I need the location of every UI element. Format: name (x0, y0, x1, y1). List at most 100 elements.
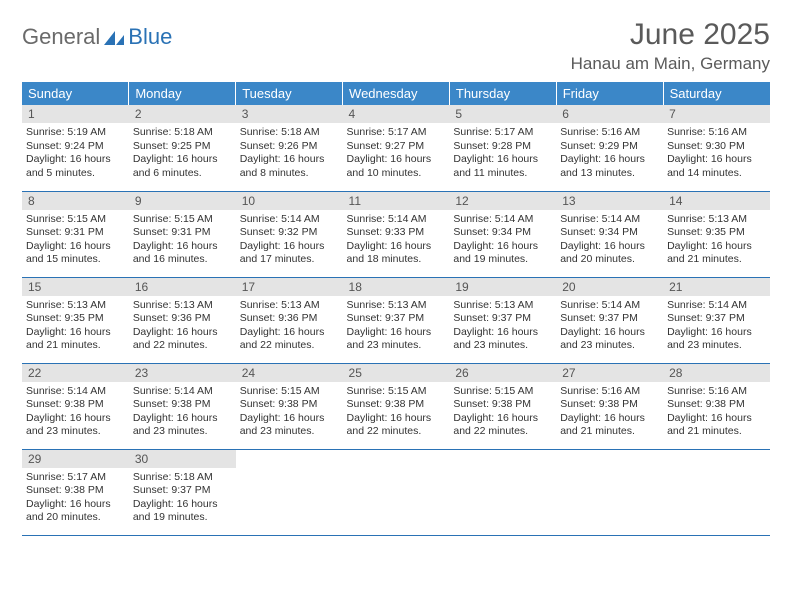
weekday-header-row: Sunday Monday Tuesday Wednesday Thursday… (22, 82, 770, 105)
sunset-line: Sunset: 9:26 PM (240, 140, 339, 154)
sunset-line: Sunset: 9:36 PM (133, 312, 232, 326)
day-details: Sunrise: 5:18 AMSunset: 9:37 PMDaylight:… (129, 468, 236, 530)
sunrise-line: Sunrise: 5:14 AM (453, 213, 552, 227)
day-details: Sunrise: 5:16 AMSunset: 9:30 PMDaylight:… (663, 123, 770, 185)
day-number: 22 (22, 364, 129, 382)
sunset-line: Sunset: 9:32 PM (240, 226, 339, 240)
calendar-row: 22Sunrise: 5:14 AMSunset: 9:38 PMDayligh… (22, 363, 770, 449)
title-block: June 2025 Hanau am Main, Germany (571, 18, 770, 74)
day-details: Sunrise: 5:18 AMSunset: 9:25 PMDaylight:… (129, 123, 236, 185)
day-number: 9 (129, 192, 236, 210)
sunset-line: Sunset: 9:37 PM (560, 312, 659, 326)
day-number: 20 (556, 278, 663, 296)
calendar-cell: 15Sunrise: 5:13 AMSunset: 9:35 PMDayligh… (22, 277, 129, 363)
day-details: Sunrise: 5:15 AMSunset: 9:38 PMDaylight:… (343, 382, 450, 444)
calendar-cell: 6Sunrise: 5:16 AMSunset: 9:29 PMDaylight… (556, 105, 663, 191)
sunrise-line: Sunrise: 5:14 AM (133, 385, 232, 399)
daylight-line: Daylight: 16 hours and 22 minutes. (453, 412, 552, 439)
day-number: 23 (129, 364, 236, 382)
calendar-cell (449, 449, 556, 535)
calendar-cell: 30Sunrise: 5:18 AMSunset: 9:37 PMDayligh… (129, 449, 236, 535)
day-details: Sunrise: 5:18 AMSunset: 9:26 PMDaylight:… (236, 123, 343, 185)
calendar-cell: 29Sunrise: 5:17 AMSunset: 9:38 PMDayligh… (22, 449, 129, 535)
sunrise-line: Sunrise: 5:14 AM (347, 213, 446, 227)
calendar-body: 1Sunrise: 5:19 AMSunset: 9:24 PMDaylight… (22, 105, 770, 535)
calendar-cell: 23Sunrise: 5:14 AMSunset: 9:38 PMDayligh… (129, 363, 236, 449)
sunset-line: Sunset: 9:31 PM (26, 226, 125, 240)
sunset-line: Sunset: 9:38 PM (133, 398, 232, 412)
day-details: Sunrise: 5:16 AMSunset: 9:38 PMDaylight:… (663, 382, 770, 444)
header: General Blue June 2025 Hanau am Main, Ge… (22, 18, 770, 74)
calendar-table: Sunday Monday Tuesday Wednesday Thursday… (22, 82, 770, 536)
daylight-line: Daylight: 16 hours and 23 minutes. (667, 326, 766, 353)
daylight-line: Daylight: 16 hours and 22 minutes. (240, 326, 339, 353)
logo-sail-icon (104, 30, 126, 46)
weekday-header: Wednesday (343, 82, 450, 105)
calendar-cell: 16Sunrise: 5:13 AMSunset: 9:36 PMDayligh… (129, 277, 236, 363)
daylight-line: Daylight: 16 hours and 23 minutes. (26, 412, 125, 439)
logo-text-general: General (22, 24, 100, 50)
calendar-cell: 9Sunrise: 5:15 AMSunset: 9:31 PMDaylight… (129, 191, 236, 277)
sunrise-line: Sunrise: 5:13 AM (347, 299, 446, 313)
sunset-line: Sunset: 9:36 PM (240, 312, 339, 326)
calendar-cell: 10Sunrise: 5:14 AMSunset: 9:32 PMDayligh… (236, 191, 343, 277)
day-details: Sunrise: 5:14 AMSunset: 9:38 PMDaylight:… (22, 382, 129, 444)
day-number: 29 (22, 450, 129, 468)
calendar-row: 29Sunrise: 5:17 AMSunset: 9:38 PMDayligh… (22, 449, 770, 535)
sunrise-line: Sunrise: 5:16 AM (560, 385, 659, 399)
sunset-line: Sunset: 9:37 PM (667, 312, 766, 326)
sunrise-line: Sunrise: 5:18 AM (133, 471, 232, 485)
daylight-line: Daylight: 16 hours and 22 minutes. (347, 412, 446, 439)
weekday-header: Saturday (663, 82, 770, 105)
day-number: 24 (236, 364, 343, 382)
sunrise-line: Sunrise: 5:15 AM (347, 385, 446, 399)
sunrise-line: Sunrise: 5:14 AM (560, 299, 659, 313)
calendar-cell: 12Sunrise: 5:14 AMSunset: 9:34 PMDayligh… (449, 191, 556, 277)
day-number: 18 (343, 278, 450, 296)
day-number: 17 (236, 278, 343, 296)
day-details: Sunrise: 5:16 AMSunset: 9:38 PMDaylight:… (556, 382, 663, 444)
day-number: 19 (449, 278, 556, 296)
day-number: 8 (22, 192, 129, 210)
calendar-cell (663, 449, 770, 535)
sunrise-line: Sunrise: 5:13 AM (26, 299, 125, 313)
logo-text-blue: Blue (128, 24, 172, 50)
calendar-cell: 27Sunrise: 5:16 AMSunset: 9:38 PMDayligh… (556, 363, 663, 449)
day-number: 6 (556, 105, 663, 123)
calendar-cell: 24Sunrise: 5:15 AMSunset: 9:38 PMDayligh… (236, 363, 343, 449)
day-number: 1 (22, 105, 129, 123)
weekday-header: Tuesday (236, 82, 343, 105)
day-details: Sunrise: 5:16 AMSunset: 9:29 PMDaylight:… (556, 123, 663, 185)
sunset-line: Sunset: 9:38 PM (26, 398, 125, 412)
day-details: Sunrise: 5:14 AMSunset: 9:34 PMDaylight:… (556, 210, 663, 272)
daylight-line: Daylight: 16 hours and 21 minutes. (26, 326, 125, 353)
day-number: 25 (343, 364, 450, 382)
sunrise-line: Sunrise: 5:16 AM (560, 126, 659, 140)
calendar-cell: 7Sunrise: 5:16 AMSunset: 9:30 PMDaylight… (663, 105, 770, 191)
sunset-line: Sunset: 9:38 PM (347, 398, 446, 412)
day-details: Sunrise: 5:15 AMSunset: 9:38 PMDaylight:… (449, 382, 556, 444)
sunrise-line: Sunrise: 5:18 AM (240, 126, 339, 140)
sunrise-line: Sunrise: 5:15 AM (26, 213, 125, 227)
day-number: 21 (663, 278, 770, 296)
daylight-line: Daylight: 16 hours and 23 minutes. (453, 326, 552, 353)
day-details: Sunrise: 5:14 AMSunset: 9:34 PMDaylight:… (449, 210, 556, 272)
calendar-cell: 8Sunrise: 5:15 AMSunset: 9:31 PMDaylight… (22, 191, 129, 277)
sunrise-line: Sunrise: 5:15 AM (240, 385, 339, 399)
sunset-line: Sunset: 9:35 PM (667, 226, 766, 240)
sunset-line: Sunset: 9:29 PM (560, 140, 659, 154)
calendar-cell: 14Sunrise: 5:13 AMSunset: 9:35 PMDayligh… (663, 191, 770, 277)
daylight-line: Daylight: 16 hours and 23 minutes. (347, 326, 446, 353)
sunset-line: Sunset: 9:38 PM (240, 398, 339, 412)
weekday-header: Friday (556, 82, 663, 105)
sunset-line: Sunset: 9:38 PM (26, 484, 125, 498)
month-title: June 2025 (571, 18, 770, 52)
day-details: Sunrise: 5:13 AMSunset: 9:35 PMDaylight:… (22, 296, 129, 358)
sunset-line: Sunset: 9:34 PM (453, 226, 552, 240)
calendar-cell: 11Sunrise: 5:14 AMSunset: 9:33 PMDayligh… (343, 191, 450, 277)
day-number: 28 (663, 364, 770, 382)
sunrise-line: Sunrise: 5:16 AM (667, 385, 766, 399)
day-details: Sunrise: 5:13 AMSunset: 9:37 PMDaylight:… (343, 296, 450, 358)
calendar-cell: 4Sunrise: 5:17 AMSunset: 9:27 PMDaylight… (343, 105, 450, 191)
day-details: Sunrise: 5:19 AMSunset: 9:24 PMDaylight:… (22, 123, 129, 185)
